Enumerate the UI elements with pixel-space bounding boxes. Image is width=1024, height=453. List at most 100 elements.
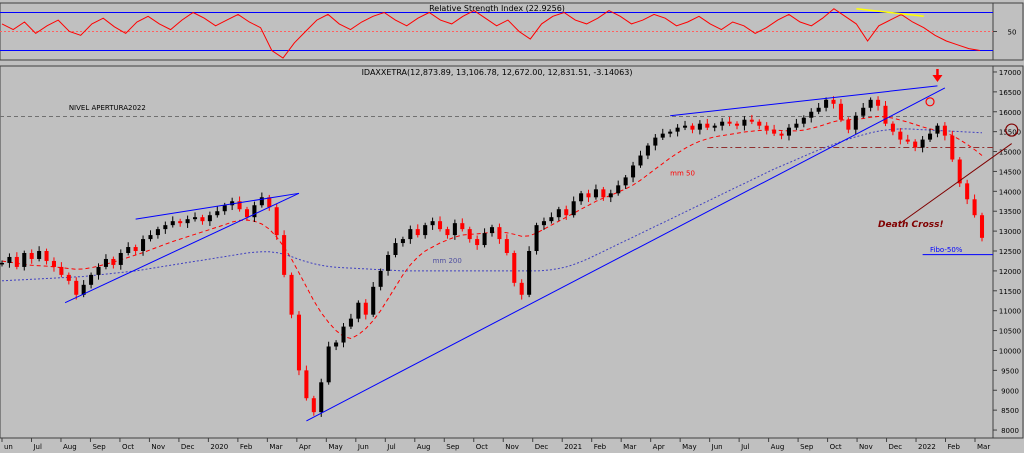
- candle-body-0: [0, 262, 5, 265]
- annotation-label-2: mm 200: [433, 257, 462, 265]
- rsi-y-tick-label-0: 50: [1008, 29, 1017, 37]
- candle-body-113: [838, 103, 843, 120]
- candle-body-44: [326, 346, 331, 383]
- candle-body-101: [749, 119, 754, 122]
- x-tick-label-14: Aug: [417, 443, 431, 451]
- candle-body-116: [861, 107, 866, 116]
- candle-body-119: [883, 105, 888, 124]
- candle-body-3: [22, 252, 27, 267]
- x-tick-label-4: Oct: [122, 443, 134, 451]
- x-tick-label-7: 2020: [210, 443, 228, 451]
- candle-body-31: [230, 201, 235, 206]
- candle-body-26: [193, 217, 198, 220]
- candle-body-84: [623, 177, 628, 186]
- candle-body-25: [185, 219, 190, 224]
- candle-body-18: [133, 247, 138, 252]
- candle-body-22: [163, 225, 168, 230]
- price-y-tick-label-17: 16500: [999, 89, 1021, 97]
- candle-body-132: [979, 215, 985, 238]
- price-y-tick-label-12: 14000: [999, 188, 1021, 196]
- candle-body-29: [215, 211, 220, 216]
- candle-body-95: [705, 123, 710, 128]
- candle-body-72: [534, 225, 539, 252]
- candle-body-117: [868, 99, 873, 108]
- candle-body-21: [155, 229, 160, 236]
- x-tick-label-9: Mar: [269, 443, 282, 451]
- price-y-tick-label-13: 14500: [999, 168, 1021, 176]
- price-y-tick-label-8: 12000: [999, 268, 1021, 276]
- annotation-label-4: Fibo-50%: [930, 246, 963, 254]
- candle-body-99: [734, 123, 740, 126]
- candle-body-34: [252, 205, 257, 218]
- candle-body-2: [14, 256, 19, 267]
- candle-body-41: [304, 370, 309, 399]
- candle-body-82: [608, 193, 613, 198]
- candle-body-58: [430, 221, 435, 226]
- price-y-tick-label-6: 11000: [999, 308, 1021, 316]
- candle-body-61: [452, 223, 457, 236]
- candle-body-106: [786, 127, 791, 136]
- x-tick-label-25: Jul: [740, 443, 750, 451]
- price-y-tick-label-16: 16000: [999, 109, 1021, 117]
- candle-body-67: [497, 227, 502, 240]
- x-tick-label-0: un: [4, 443, 13, 451]
- rsi-line: [1, 8, 981, 59]
- trendline-3: [670, 85, 938, 117]
- price-title: IDAXXETRA(12,873.89, 13,106.78, 12,672.0…: [362, 68, 633, 77]
- x-tick-label-3: Sep: [92, 443, 106, 451]
- x-tick-label-10: Apr: [299, 443, 311, 451]
- candle-body-50: [371, 286, 376, 315]
- candle-body-43: [319, 382, 324, 413]
- candle-body-1: [7, 256, 12, 263]
- candle-body-45: [334, 342, 339, 347]
- candle-body-112: [831, 99, 836, 104]
- candle-body-90: [668, 131, 673, 134]
- candle-body-33: [244, 209, 250, 218]
- candle-body-60: [445, 229, 450, 236]
- candle-body-65: [482, 233, 487, 246]
- candle-body-49: [363, 302, 368, 315]
- price-y-tick-label-18: 17000: [999, 69, 1021, 77]
- x-tick-label-13: Jul: [386, 443, 396, 451]
- candle-body-96: [712, 125, 717, 128]
- candle-body-38: [282, 235, 287, 275]
- circle-marker-1: [1005, 123, 1019, 137]
- candle-body-10: [74, 280, 79, 295]
- x-tick-label-5: Nov: [151, 443, 165, 451]
- candle-body-76: [564, 209, 569, 216]
- candle-body-83: [616, 185, 621, 194]
- price-y-tick-label-1: 8500: [1001, 407, 1019, 415]
- candle-body-126: [935, 125, 940, 134]
- candle-body-127: [942, 125, 947, 136]
- price-y-tick-label-15: 15500: [999, 129, 1021, 137]
- x-tick-label-28: Oct: [830, 443, 842, 451]
- candle-body-85: [631, 165, 636, 178]
- candle-body-75: [556, 209, 561, 218]
- candle-body-32: [237, 201, 242, 210]
- candle-body-78: [579, 193, 584, 202]
- x-tick-label-2: Aug: [63, 443, 77, 451]
- candle-body-121: [898, 131, 903, 140]
- x-tick-label-27: Sep: [800, 443, 814, 451]
- x-tick-label-11: May: [328, 443, 342, 451]
- annotation-label-1: mm 50: [670, 169, 695, 177]
- candle-body-23: [170, 221, 175, 226]
- candle-body-102: [757, 121, 762, 126]
- candle-body-5: [37, 251, 42, 259]
- candle-body-130: [965, 183, 970, 200]
- candle-body-9: [66, 274, 71, 281]
- candle-body-6: [44, 251, 49, 261]
- candle-body-13: [96, 266, 101, 275]
- candle-body-51: [378, 270, 383, 287]
- annotation-label-0: NIVEL APERTURA2022: [69, 104, 146, 112]
- candle-body-109: [809, 111, 814, 118]
- candle-body-87: [645, 145, 650, 156]
- candle-body-64: [475, 239, 480, 246]
- candle-body-94: [697, 123, 702, 130]
- candle-body-124: [920, 139, 925, 148]
- candle-body-131: [972, 199, 977, 216]
- candle-body-98: [727, 121, 732, 124]
- candle-body-123: [913, 141, 918, 148]
- trendline-1: [135, 192, 300, 220]
- candle-body-66: [489, 227, 495, 234]
